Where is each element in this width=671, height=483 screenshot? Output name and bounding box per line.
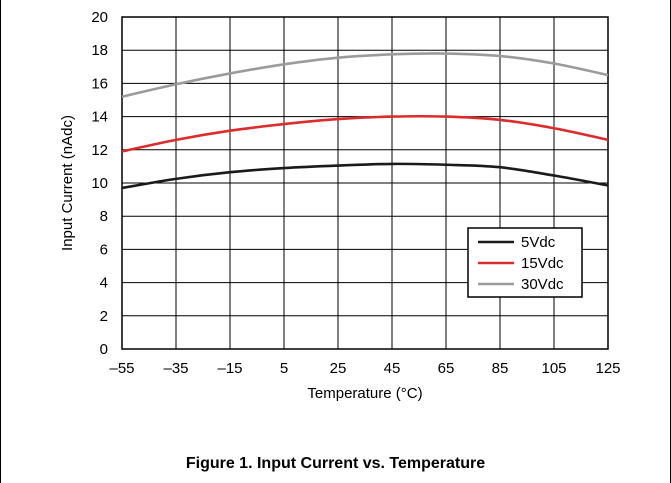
y-tick-label: 4 [100, 275, 108, 292]
y-tick-label: 8 [100, 208, 108, 225]
x-tick-label: 85 [492, 360, 509, 377]
y-tick-label: 20 [91, 9, 108, 26]
x-tick-label: 45 [384, 360, 401, 377]
y-tick-label: 10 [91, 175, 108, 192]
y-tick-label: 14 [91, 109, 108, 126]
series-line-15vdc [121, 114, 609, 153]
y-tick-label: 18 [91, 42, 108, 59]
x-tick-label: 25 [330, 360, 347, 377]
x-tick-label: 105 [541, 360, 566, 377]
plot-area-border [121, 16, 609, 350]
x-tick-label: –55 [109, 360, 134, 377]
y-tick-label: 12 [91, 142, 108, 159]
x-tick-label: –35 [163, 360, 188, 377]
y-tick-label: 0 [100, 341, 108, 358]
figure-caption: Figure 1. Input Current vs. Temperature [185, 455, 486, 472]
x-tick-label: –15 [217, 360, 242, 377]
legend-label-30vdc: 30Vdc [521, 276, 564, 293]
y-axis-label: Input Current (nAdc) [59, 115, 76, 251]
x-tick-label: 65 [438, 360, 455, 377]
x-tick-label: 5 [280, 360, 288, 377]
y-tick-label: 2 [100, 308, 108, 325]
series-line-30vdc [121, 52, 609, 98]
y-tick-label: 6 [100, 241, 108, 258]
x-tick-label: 125 [595, 360, 620, 377]
x-axis-label: Temperature (°C) [307, 385, 422, 402]
legend-label-5vdc: 5Vdc [521, 234, 556, 251]
y-tick-label: 16 [91, 75, 108, 92]
series-line-5vdc [121, 162, 609, 190]
legend-label-15vdc: 15Vdc [521, 255, 564, 272]
